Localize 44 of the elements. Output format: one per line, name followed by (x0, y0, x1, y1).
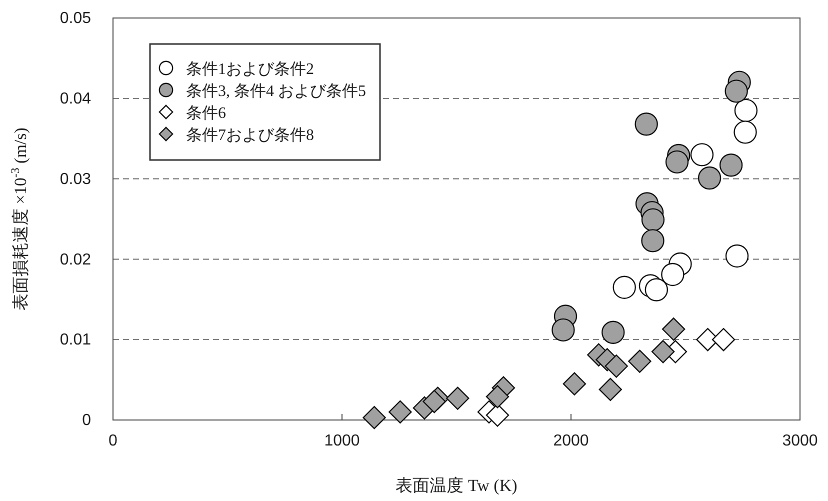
point (665, 150, 689, 174)
point (602, 320, 625, 344)
y-tick-label: 0.04 (60, 90, 92, 108)
legend-label: 条件6 (186, 105, 226, 122)
point (486, 385, 510, 408)
point (446, 386, 470, 410)
y-tick-label: 0 (82, 412, 92, 430)
legend-label: 条件1および条件2 (186, 61, 314, 78)
point (651, 340, 675, 364)
point (719, 154, 743, 177)
y-tick-label: 0.02 (60, 251, 92, 268)
point (712, 328, 736, 352)
point (641, 229, 664, 252)
point (725, 244, 749, 268)
point (724, 80, 748, 103)
point (641, 208, 665, 232)
point (486, 404, 510, 427)
x-axis-title: 表面温度 Tw (K) (396, 476, 518, 495)
point (634, 112, 658, 136)
x-tick-label: 0 (108, 432, 118, 450)
point (604, 354, 628, 378)
legend-label: 条件3, 条件4 および条件5 (186, 83, 366, 100)
point (661, 262, 684, 286)
point (388, 400, 412, 424)
point (362, 406, 386, 430)
y-tick-label: 0.01 (60, 332, 92, 349)
x-tick-label: 1000 (324, 432, 360, 450)
y-tick-label: 0.05 (60, 10, 92, 28)
point (690, 143, 714, 166)
point (628, 350, 652, 373)
point (422, 390, 446, 414)
y-tick-label: 0.03 (60, 170, 92, 188)
point (644, 278, 668, 302)
point (552, 318, 575, 342)
x-tick-label: 3000 (782, 432, 818, 450)
point (598, 378, 622, 402)
point (612, 276, 636, 299)
point (734, 98, 758, 122)
point (562, 372, 586, 396)
legend-label: 条件7および条件8 (186, 127, 314, 144)
point (698, 166, 722, 190)
x-tick-label: 2000 (553, 432, 589, 450)
point (734, 120, 757, 144)
point (662, 318, 686, 341)
